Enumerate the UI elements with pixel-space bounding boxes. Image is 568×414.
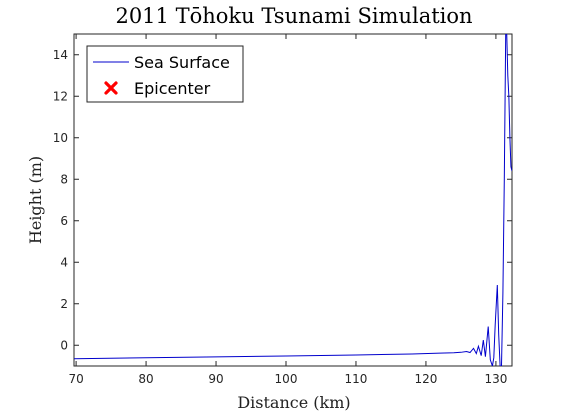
tick-marks: [74, 34, 512, 366]
y-axis-label: Height (m): [26, 156, 45, 244]
x-tick-label: 130: [484, 372, 507, 386]
x-tick-label: 100: [275, 372, 298, 386]
series-layer: [74, 34, 512, 366]
x-axis-label: Distance (km): [237, 393, 350, 412]
y-tick-label: 12: [53, 89, 68, 103]
x-tick-label: 110: [345, 372, 368, 386]
y-tick-label: 14: [53, 48, 68, 62]
x-tick-label: 90: [208, 372, 223, 386]
tick-labels: 70 80 90 100 110 120 130 0 2 4 6 8 10 12 14: [53, 48, 508, 386]
x-tick-label: 120: [414, 372, 437, 386]
chart-title: 2011 Tōhoku Tsunami Simulation: [115, 4, 472, 28]
legend-x-marker-icon: [104, 81, 118, 95]
legend-box: [86, 45, 244, 103]
x-tick-label: 80: [138, 372, 153, 386]
y-tick-label: 4: [60, 255, 68, 269]
legend-label-epicenter: Epicenter: [134, 79, 211, 98]
legend: Sea Surface Epicenter: [86, 45, 244, 103]
y-tick-label: 0: [60, 338, 68, 352]
x-tick-label: 70: [68, 372, 83, 386]
y-tick-label: 6: [60, 214, 68, 228]
legend-label-sea-surface: Sea Surface: [134, 53, 230, 72]
y-tick-label: 8: [60, 172, 68, 186]
y-tick-label: 2: [60, 297, 68, 311]
y-tick-label: 10: [53, 131, 68, 145]
sea-surface-line: [74, 34, 512, 366]
